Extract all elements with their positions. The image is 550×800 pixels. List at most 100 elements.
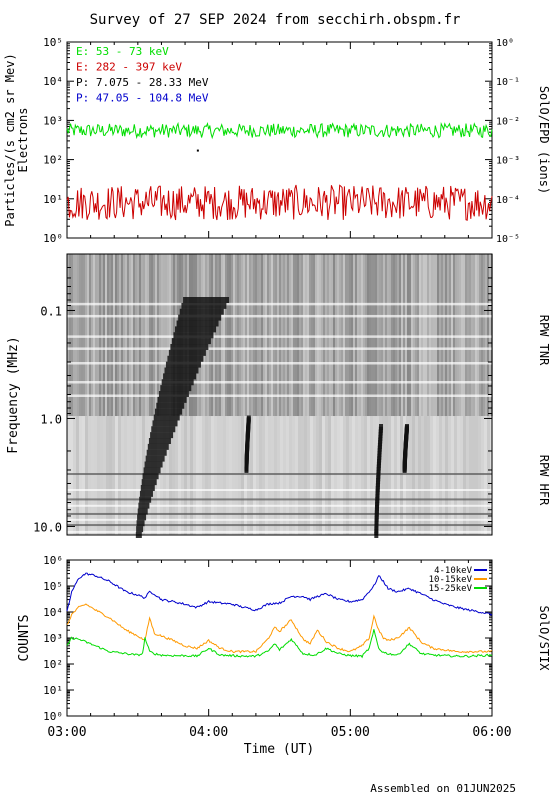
rpw-tnr-streak (361, 254, 363, 417)
rpw-tnr-streak (461, 254, 463, 417)
rpw-tnr-label: RPW TNR (537, 315, 550, 366)
rpw-tnr-streak (249, 254, 251, 417)
rpw-tnr-streak (253, 254, 255, 417)
rpw-tnr-streak (431, 254, 433, 417)
stix-tick-label: 10⁶ (43, 554, 63, 567)
rpw-hfr-streak (271, 416, 274, 535)
rpw-tnr-streak (271, 254, 273, 417)
rpw-hfr-streak (382, 416, 385, 535)
rpw-hfr-streak (79, 416, 82, 535)
rpw-tnr-streak (111, 254, 113, 417)
rpw-hfr-streak (130, 416, 133, 535)
rpw-hfr-streak (163, 416, 166, 535)
rpw-burst-segment (140, 485, 155, 492)
rpw-tnr-streak (373, 254, 375, 417)
epd-left-tick-label: 10⁴ (43, 75, 63, 88)
rpw-tnr-streak (343, 254, 345, 417)
rpw-tnr-streak (219, 254, 221, 417)
rpw-tnr-streak (255, 254, 257, 417)
rpw-hfr-streak (346, 416, 349, 535)
rpw-tnr-streak (235, 254, 237, 417)
rpw-tnr-streak (99, 254, 101, 417)
rpw-axis: 0.1 1.0 10.0 (33, 266, 492, 534)
rpw-hfr-streak (223, 416, 226, 535)
rpw-tick-label: 1.0 (40, 412, 62, 426)
rpw-hfr-streak (178, 416, 181, 535)
rpw-hfr-band (67, 504, 492, 507)
rpw-tnr-streak (407, 254, 409, 417)
rpw-burst-segment (138, 502, 150, 509)
epd-proton-point (196, 149, 199, 152)
rpw-hfr-streak (433, 416, 436, 535)
rpw-hfr-streak (349, 416, 352, 535)
rpw-burst-segment (179, 308, 224, 315)
rpw-burst-segment (405, 424, 409, 431)
rpw-tnr-streak (241, 254, 243, 417)
rpw-tnr-streak (215, 254, 217, 417)
rpw-tnr-streak (421, 254, 423, 417)
rpw-tnr-streak (337, 254, 339, 417)
rpw-hfr-streak (406, 416, 409, 535)
rpw-tnr-streak (323, 254, 325, 417)
rpw-burst-segment (154, 408, 182, 415)
epd-left-tick-label: 10³ (43, 114, 63, 127)
rpw-tnr-streak (291, 254, 293, 417)
rpw-tnr-streak (81, 254, 83, 417)
rpw-hfr-streak (289, 416, 292, 535)
rpw-tnr-streak (427, 254, 429, 417)
rpw-hfr-streak (67, 416, 70, 535)
rpw-tnr-streak (153, 254, 155, 417)
rpw-hfr-streak (337, 416, 340, 535)
rpw-tnr-streak (245, 254, 247, 417)
rpw-hfr-streak (463, 416, 466, 535)
rpw-tnr-streak (107, 254, 109, 417)
rpw-hfr-streak (370, 416, 373, 535)
rpw-hfr-streak (232, 416, 235, 535)
rpw-tnr-streak (141, 254, 143, 417)
rpw-hfr-streak (394, 416, 397, 535)
rpw-tnr-streak (353, 254, 355, 417)
rpw-hfr-streak (421, 416, 424, 535)
rpw-tnr-streak (415, 254, 417, 417)
rpw-tnr-streak (469, 254, 471, 417)
stix-x-tick-label: 03:00 (47, 725, 86, 740)
rpw-tnr-streak (137, 254, 139, 417)
rpw-burst-segment (156, 402, 185, 409)
rpw-tnr-streak (239, 254, 241, 417)
rpw-burst-segment (163, 373, 197, 380)
rpw-tnr-streak (159, 254, 161, 417)
rpw-tnr-streak (481, 254, 483, 417)
rpw-tnr-streak (297, 254, 299, 417)
rpw-tnr-streak (397, 254, 399, 417)
rpw-tnr-streak (85, 254, 87, 417)
rpw-hfr-streak (136, 416, 139, 535)
rpw-hfr-streak (97, 416, 100, 535)
rpw-tnr-streak (401, 254, 403, 417)
rpw-hfr-streak (442, 416, 445, 535)
rpw-hfr-streak (373, 416, 376, 535)
stix-tick-label: 10⁴ (43, 606, 63, 619)
rpw-burst-segment (176, 320, 219, 327)
rpw-hfr-streak (76, 416, 79, 535)
rpw-hfr-streak (484, 416, 487, 535)
epd-legend-entry: P: 7.075 - 28.33 MeV (76, 76, 209, 89)
rpw-tnr-streak (135, 254, 137, 417)
rpw-hfr-streak (475, 416, 478, 535)
rpw-hfr-streak (190, 416, 193, 535)
rpw-hfr-streak (391, 416, 394, 535)
rpw-hfr-band (67, 488, 492, 491)
rpw-tnr-band (67, 381, 492, 384)
rpw-tnr-streak (467, 254, 469, 417)
rpw-tnr-streak (295, 254, 297, 417)
rpw-tnr-streak (279, 254, 281, 417)
rpw-tnr-band (67, 314, 492, 318)
rpw-tnr-streak (385, 254, 387, 417)
rpw-hfr-streak (250, 416, 253, 535)
rpw-burst-segment (150, 432, 174, 439)
epd-left-tick-label: 10⁰ (43, 232, 63, 245)
rpw-hfr-streak (307, 416, 310, 535)
rpw-burst-segment (136, 526, 144, 533)
rpw-burst-segment (141, 479, 157, 486)
rpw-hfr-streak (226, 416, 229, 535)
rpw-hfr-streak (343, 416, 346, 535)
